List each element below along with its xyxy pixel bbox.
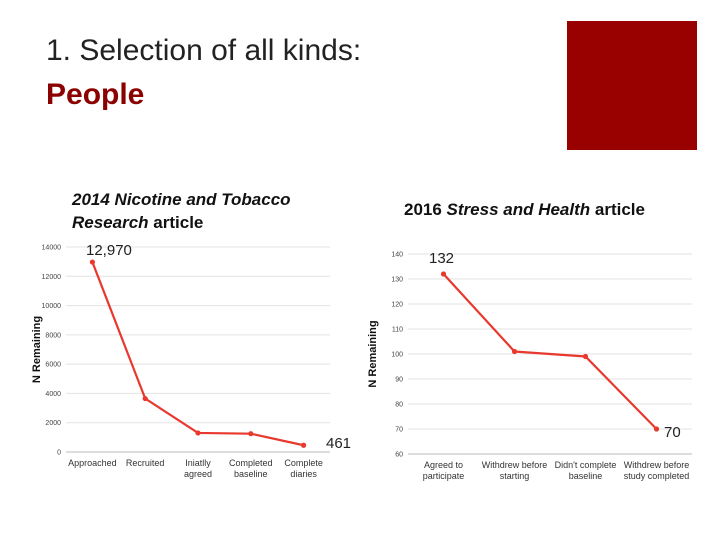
y-tick-label: 130: [391, 277, 403, 284]
x-category-label: Didn't complete baseline: [555, 460, 617, 481]
right-caption-italic: Stress and Health: [446, 200, 591, 219]
y-tick-label: 140: [391, 252, 403, 259]
data-point: [653, 426, 660, 432]
left-end-annotation: 461: [326, 435, 352, 452]
series-line: [442, 273, 658, 430]
data-point: [142, 395, 148, 402]
data-point: [440, 271, 447, 277]
y-tick-label: 4000: [45, 391, 61, 398]
slide-subtitle: People: [46, 78, 145, 111]
y-tick-label: 6000: [45, 362, 61, 369]
y-tick-label: 110: [392, 327, 403, 334]
right-caption-rest: article: [590, 200, 645, 219]
data-point: [195, 430, 201, 436]
left-caption-rest: article: [148, 213, 204, 232]
data-point: [511, 348, 518, 355]
data-point: [89, 259, 95, 265]
slide-title: 1. Selection of all kinds:: [46, 34, 362, 67]
left-chart-caption: 2014 Nicotine and Tobacco Research artic…: [72, 188, 352, 234]
y-tick-label: 60: [395, 452, 403, 459]
y-tick-label: 8000: [45, 332, 61, 339]
left-start-annotation: 12,970: [86, 242, 132, 259]
y-tick-label: 0: [57, 450, 61, 457]
x-category-label: Withdrew before starting: [482, 460, 548, 481]
y-tick-label: 80: [395, 402, 403, 409]
data-point: [582, 353, 589, 360]
y-tick-label: 90: [395, 377, 403, 384]
y-tick-label: 70: [395, 427, 403, 434]
x-category-label: Iniatlly agreed: [184, 458, 212, 479]
y-tick-label: 120: [391, 302, 403, 309]
accent-block: [567, 21, 697, 150]
y-axis-label: N Remaining: [367, 320, 379, 387]
right-end-annotation: 70: [664, 424, 681, 441]
left-caption-italic: 2014 Nicotine and Tobacco Research: [72, 190, 291, 232]
right-chart-caption: 2016 Stress and Health article: [404, 198, 704, 221]
y-axis-label: N Remaining: [31, 316, 43, 383]
x-category-label: Approached: [68, 458, 117, 468]
data-point: [301, 442, 307, 448]
x-category-label: Completed baseline: [229, 458, 273, 479]
x-category-label: Recruited: [126, 458, 165, 468]
x-category-label: Complete diaries: [284, 458, 323, 479]
right-caption-prefix: 2016: [404, 200, 447, 219]
y-tick-label: 2000: [45, 420, 61, 427]
data-point: [248, 431, 254, 437]
y-tick-label: 14000: [42, 245, 62, 252]
x-category-label: Withdrew before study completed: [624, 460, 690, 481]
y-tick-label: 100: [391, 352, 403, 359]
x-category-label: Agreed to participate: [423, 460, 465, 481]
right-start-annotation: 132: [429, 250, 455, 267]
y-tick-label: 12000: [42, 274, 62, 281]
y-tick-label: 10000: [42, 303, 62, 310]
